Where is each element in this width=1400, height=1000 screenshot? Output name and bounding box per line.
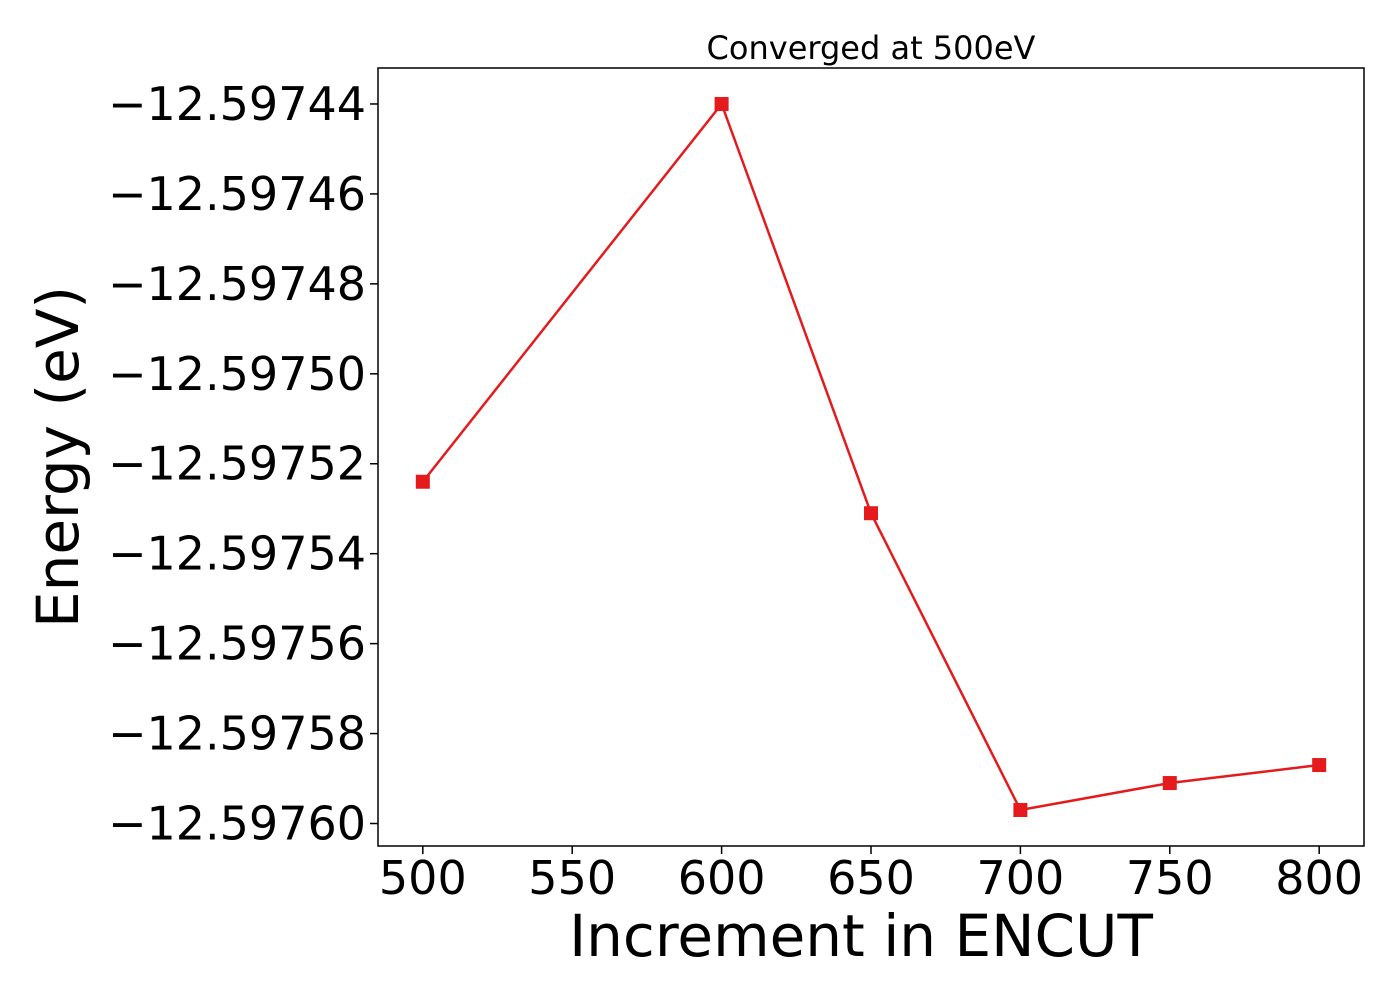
plot-area-frame: [377, 67, 1365, 847]
x-axis: 500 550 600 650 700 750 800: [379, 846, 1363, 905]
x-tick-label: 800: [1275, 851, 1363, 905]
y-tick-label: −12.59750: [108, 347, 366, 401]
y-tick-label: −12.59752: [108, 437, 366, 491]
y-axis-label: Energy (eV): [24, 286, 92, 628]
y-tick-label: −12.59746: [108, 167, 366, 221]
series-layer: [415, 96, 1327, 818]
y-axis: −12.59744 −12.59746 −12.59748 −12.59750 −12.…: [108, 77, 378, 851]
y-tick-label: −12.59748: [108, 257, 366, 311]
y-tick-label: −12.59760: [108, 797, 366, 851]
data-point-marker: [714, 96, 729, 111]
series-line: [421, 101, 1320, 812]
data-point-marker: [864, 506, 878, 521]
y-tick-label: −12.59758: [108, 707, 366, 761]
x-tick-label: 500: [379, 851, 467, 905]
data-point-marker: [415, 474, 430, 489]
data-point-marker: [1013, 803, 1028, 818]
x-tick-label: 700: [976, 851, 1064, 905]
x-axis-label: Increment in ENCUT: [569, 902, 1153, 970]
y-tick-label: −12.59754: [108, 527, 366, 581]
x-tick-label: 750: [1126, 851, 1214, 905]
chart-title: Converged at 500eV: [707, 29, 1036, 67]
y-tick-label: −12.59744: [108, 77, 366, 131]
x-tick-label: 600: [678, 851, 766, 905]
data-point-marker: [1162, 776, 1177, 791]
data-point-marker: [1312, 758, 1327, 773]
x-tick-label: 550: [528, 851, 616, 905]
y-tick-label: −12.59756: [108, 617, 366, 671]
x-tick-label: 650: [827, 851, 915, 905]
